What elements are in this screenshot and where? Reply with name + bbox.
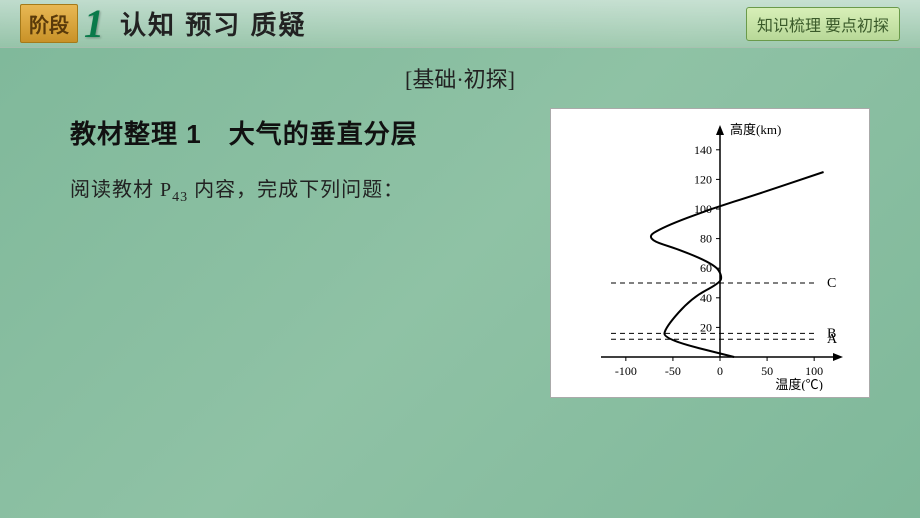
left-column: 教材整理 1 大气的垂直分层 阅读教材 P43 内容，完成下列问题： [70,104,520,398]
svg-text:-50: -50 [665,364,681,378]
stage-label: 阶段 [20,4,78,43]
header-bar: 阶段 1 认知 预习 质疑 知识梳理 要点初探 [0,0,920,48]
header-title: 认知 预习 质疑 [120,5,306,42]
instruction-text: 阅读教材 P43 内容，完成下列问题： [70,173,520,206]
svg-text:100: 100 [805,364,823,378]
svg-text:-100: -100 [615,364,637,378]
svg-text:B: B [827,326,836,341]
section-title: 教材整理 1 大气的垂直分层 [70,114,520,151]
instruction-sub: 43 [172,190,188,205]
chart-svg: 20406080100120140-100-50050100高度(km)温度(℃… [559,121,853,391]
svg-text:140: 140 [694,143,712,157]
svg-text:温度(℃): 温度(℃) [775,377,823,391]
svg-text:50: 50 [761,364,773,378]
subheader: [基础·初探] [0,62,920,94]
header-right-box: 知识梳理 要点初探 [746,7,900,41]
svg-text:80: 80 [700,232,712,246]
svg-text:高度(km): 高度(km) [730,122,781,137]
svg-text:20: 20 [700,320,712,334]
content-row: 教材整理 1 大气的垂直分层 阅读教材 P43 内容，完成下列问题： 20406… [0,94,920,398]
instruction-pre: 阅读教材 P [70,179,172,201]
stage-number: 1 [84,0,104,47]
atmosphere-chart: 20406080100120140-100-50050100高度(km)温度(℃… [550,108,870,398]
section-title-main: 大气的垂直分层 [229,119,418,149]
svg-text:0: 0 [717,364,723,378]
svg-text:120: 120 [694,172,712,186]
svg-text:C: C [827,276,836,291]
section-title-prefix: 教材整理 1 [70,119,202,149]
instruction-post: 内容，完成下列问题： [188,179,404,201]
